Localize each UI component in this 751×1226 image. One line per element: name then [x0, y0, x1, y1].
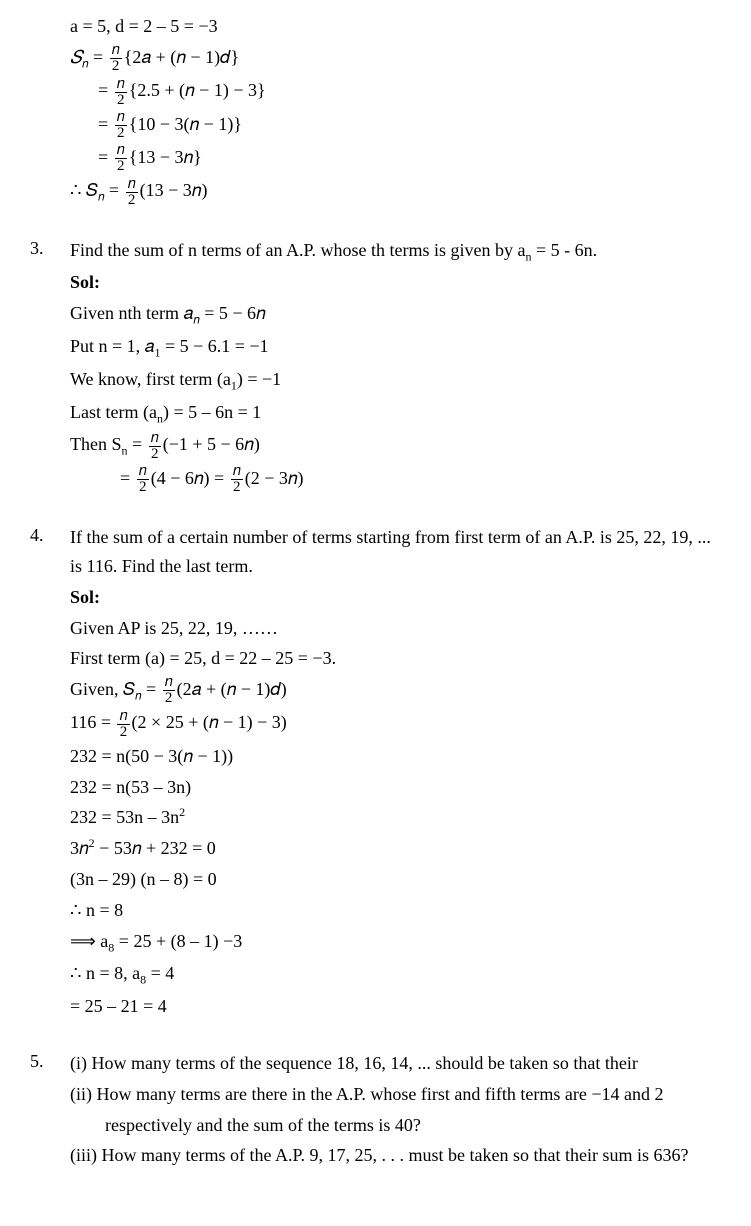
p3-content: Find the sum of n terms of an A.P. whose…: [70, 234, 721, 497]
p4-l13: = 25 – 21 = 4: [70, 992, 721, 1021]
p3-num: 3.: [30, 234, 70, 497]
p3-l3: We know, first term (a1) = −1: [70, 365, 721, 396]
problem-4: 4. If the sum of a certain number of ter…: [30, 521, 721, 1023]
p4-l8: 3𝑛2 − 53𝑛 + 232 = 0: [70, 834, 721, 863]
p3-l5: Then Sn = 𝑛2(−1 + 5 − 6𝑛): [70, 430, 721, 461]
p5-content: (i) How many terms of the sequence 18, 1…: [70, 1047, 721, 1172]
frac: 𝑛2: [110, 43, 122, 74]
p4-l11: ⟹ a8 = 25 + (8 – 1) −3: [70, 927, 721, 958]
intro-block: a = 5, d = 2 – 5 = −3 𝑆𝑛 = 𝑛2{2𝑎 + (𝑛 − …: [30, 10, 721, 210]
p4-sol-label: Sol:: [70, 583, 721, 612]
problem-3: 3. Find the sum of n terms of an A.P. wh…: [30, 234, 721, 497]
p3-sol-label: Sol:: [70, 268, 721, 297]
p3-l1: Given nth term 𝑎𝑛 = 5 − 6𝑛: [70, 299, 721, 330]
p4-content: If the sum of a certain number of terms …: [70, 521, 721, 1023]
p5-num: 5.: [30, 1047, 70, 1172]
p5-part-ii-b: respectively and the sum of the terms is…: [70, 1111, 721, 1140]
intro-l2: 𝑆𝑛 = 𝑛2{2𝑎 + (𝑛 − 1)𝑑}: [70, 43, 721, 74]
p4-l12: ∴ n = 8, a8 = 4: [70, 959, 721, 990]
p4-l10: ∴ n = 8: [70, 896, 721, 925]
p3-l4: Last term (an) = 5 – 6n = 1: [70, 398, 721, 429]
p4-l2: First term (a) = 25, d = 22 – 25 = −3.: [70, 644, 721, 673]
p5-part-ii-a: (ii) How many terms are there in the A.P…: [70, 1080, 721, 1109]
p4-l6: 232 = n(53 – 3n): [70, 773, 721, 802]
intro-l1: a = 5, d = 2 – 5 = −3: [70, 12, 721, 41]
intro-l3: = 𝑛2{2.5 + (𝑛 − 1) − 3}: [70, 76, 721, 107]
p3-l6: = 𝑛2(4 − 6𝑛) = 𝑛2(2 − 3𝑛): [70, 464, 721, 495]
problem-5: 5. (i) How many terms of the sequence 18…: [30, 1047, 721, 1172]
intro-content: a = 5, d = 2 – 5 = −3 𝑆𝑛 = 𝑛2{2𝑎 + (𝑛 − …: [70, 10, 721, 210]
p4-l1: Given AP is 25, 22, 19, ……: [70, 614, 721, 643]
intro-l6: ∴ 𝑆𝑛 = 𝑛2(13 − 3𝑛): [70, 176, 721, 207]
p4-l7: 232 = 53n – 3n2: [70, 803, 721, 832]
p5-part-i: (i) How many terms of the sequence 18, 1…: [70, 1049, 721, 1078]
p4-l9: (3n – 29) (n – 8) = 0: [70, 865, 721, 894]
p3-l2: Put n = 1, 𝑎1 = 5 − 6.1 = −1: [70, 332, 721, 363]
p4-l3: Given, 𝑆𝑛 = 𝑛2(2𝑎 + (𝑛 − 1)𝑑): [70, 675, 721, 706]
intro-l5: = 𝑛2{13 − 3𝑛}: [70, 143, 721, 174]
p4-num: 4.: [30, 521, 70, 1023]
p4-l4: 116 = 𝑛2(2 × 25 + (𝑛 − 1) − 3): [70, 708, 721, 739]
intro-num: [30, 10, 70, 210]
p5-part-iii: (iii) How many terms of the A.P. 9, 17, …: [70, 1141, 721, 1170]
intro-l4: = 𝑛2{10 − 3(𝑛 − 1)}: [70, 110, 721, 141]
p4-question: If the sum of a certain number of terms …: [70, 523, 721, 581]
p3-question: Find the sum of n terms of an A.P. whose…: [70, 236, 721, 267]
p4-l5: 232 = n(50 − 3(𝑛 − 1)): [70, 742, 721, 771]
